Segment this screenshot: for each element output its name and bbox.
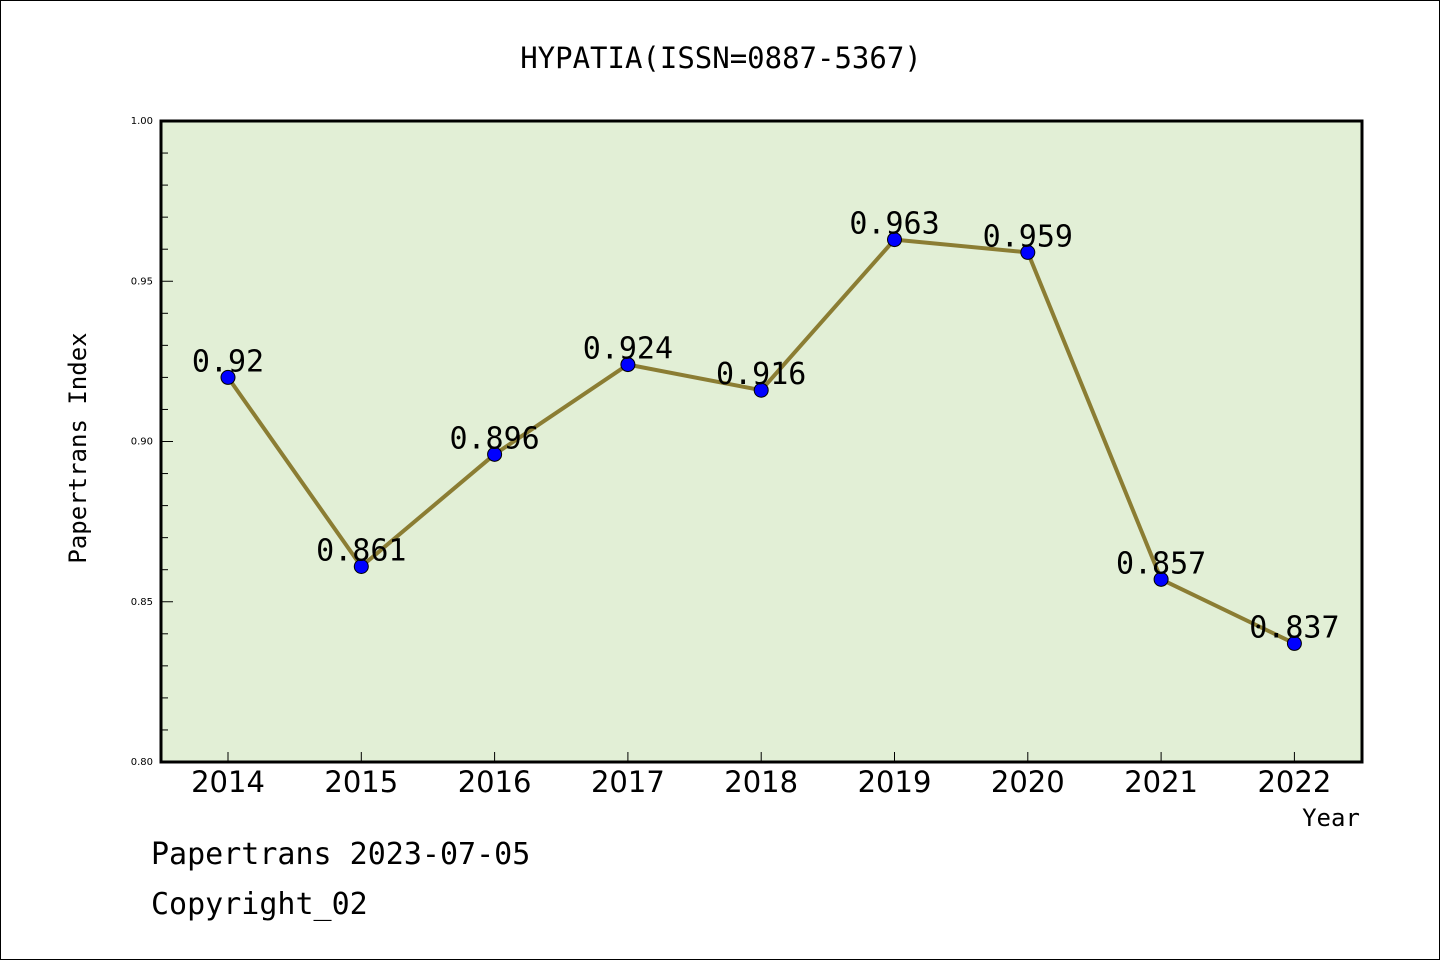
data-point xyxy=(887,232,902,248)
y-tick-label: 0.90 xyxy=(131,437,153,448)
y-tick-label: 0.95 xyxy=(131,276,153,287)
footer-copyright: Copyright_02 xyxy=(151,887,368,922)
data-label: 0.857 xyxy=(1116,546,1206,581)
data-point xyxy=(1020,244,1036,260)
data-label: 0.896 xyxy=(449,421,539,456)
plot-border xyxy=(159,119,1364,764)
x-tick-label: 2018 xyxy=(724,765,798,799)
footer-date: Papertrans 2023-07-05 xyxy=(151,837,531,872)
x-tick-label: 2014 xyxy=(191,765,265,799)
x-tick-label: 2016 xyxy=(458,765,532,799)
data-label: 0.837 xyxy=(1249,610,1339,645)
data-point xyxy=(1286,635,1302,651)
data-label: 0.924 xyxy=(583,332,673,367)
chart-title: HYPATIA(ISSN=0887-5367) xyxy=(520,41,922,75)
x-tick-label: 2015 xyxy=(324,765,398,799)
y-axis-label: Papertrans Index xyxy=(64,332,92,563)
data-point xyxy=(353,558,369,574)
data-label: 0.916 xyxy=(716,357,806,392)
data-point xyxy=(620,357,636,373)
x-tick-label: 2022 xyxy=(1257,765,1331,799)
x-tick-label: 2019 xyxy=(858,765,932,799)
x-tick-label: 2021 xyxy=(1124,765,1198,799)
data-point xyxy=(1153,571,1169,587)
data-label: 0.92 xyxy=(192,344,264,379)
x-tick-label: 2017 xyxy=(591,765,665,799)
data-point xyxy=(220,369,236,385)
data-label: 0.861 xyxy=(316,533,406,568)
data-label: 0.963 xyxy=(849,207,939,242)
x-axis-label: Year xyxy=(1302,804,1360,832)
data-label: 0.959 xyxy=(983,219,1073,254)
y-tick-label: 1.00 xyxy=(131,116,153,127)
data-point xyxy=(487,446,503,462)
plot-background xyxy=(161,121,1362,762)
x-tick-label: 2020 xyxy=(991,765,1065,799)
data-point xyxy=(753,382,769,398)
y-tick-label: 0.85 xyxy=(131,597,153,608)
y-tick-label: 0.80 xyxy=(131,757,153,768)
